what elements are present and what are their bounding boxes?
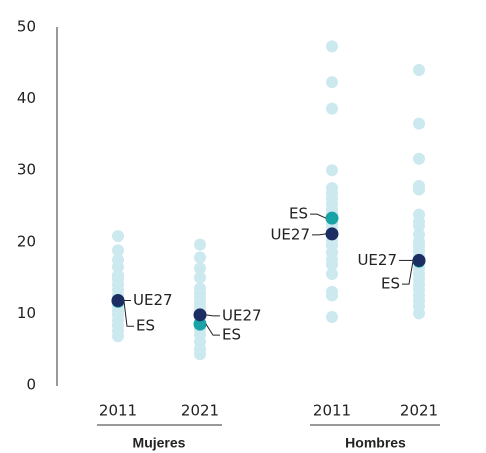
country-dot [326, 258, 338, 271]
x-tick-label: 2011 [99, 402, 137, 420]
y-tick-label: 30 [17, 161, 36, 179]
country-dot [413, 220, 425, 233]
group-label: Mujeres [133, 435, 186, 451]
highlight-dot [412, 253, 426, 267]
point-label: ES [381, 275, 400, 293]
point-label: UE27 [270, 225, 310, 243]
y-tick-label: 0 [26, 376, 36, 394]
leader-line [123, 301, 134, 327]
country-dot [194, 271, 206, 284]
country-dot [326, 268, 338, 281]
point-label: ES [289, 205, 308, 223]
group-label: Hombres [345, 435, 406, 451]
x-tick-label: 2011 [313, 402, 351, 420]
country-dot [112, 260, 124, 273]
country-dot [413, 117, 425, 130]
leader-line [310, 213, 327, 219]
highlight-dot [325, 211, 339, 225]
point-label: UE27 [222, 306, 262, 324]
country-dot [326, 102, 338, 115]
leader-line [402, 261, 414, 285]
highlight-dot [193, 317, 207, 331]
y-tick-label: 50 [17, 18, 36, 36]
country-dot [413, 307, 425, 320]
y-tick-label: 10 [17, 304, 36, 322]
country-dot [326, 310, 338, 323]
country-dot [194, 348, 206, 361]
point-label: ES [136, 317, 155, 335]
country-dot [194, 238, 206, 251]
point-label: UE27 [133, 291, 173, 309]
point-label: ES [222, 326, 241, 344]
country-dot [326, 164, 338, 177]
country-dot [194, 251, 206, 264]
highlight-dot [193, 308, 207, 322]
x-tick-label: 2021 [400, 402, 438, 420]
x-tick-label: 2021 [181, 402, 219, 420]
country-dot [326, 76, 338, 89]
leader-line [205, 314, 220, 317]
country-dot [413, 183, 425, 196]
country-dot [326, 289, 338, 302]
point-label: UE27 [357, 251, 397, 269]
highlight-dot [111, 294, 125, 308]
country-dot [194, 262, 206, 275]
leader-line [312, 233, 327, 236]
leader-line [205, 323, 220, 336]
highlight-dot [325, 227, 339, 241]
country-dot [112, 244, 124, 257]
country-dot [413, 152, 425, 165]
country-dot [326, 40, 338, 53]
country-dot [112, 230, 124, 243]
y-tick-label: 40 [17, 89, 36, 107]
country-dot [413, 63, 425, 76]
y-tick-label: 20 [17, 232, 36, 250]
country-dot [112, 330, 124, 343]
